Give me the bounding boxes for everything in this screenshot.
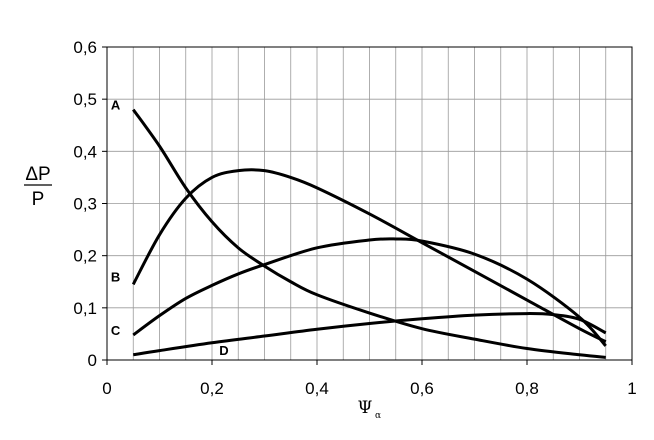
y-tick-label: 0,4 — [73, 142, 97, 161]
x-tick-label: 0,4 — [305, 379, 329, 398]
x-axis-label-subscript: α — [375, 411, 381, 421]
y-tick-label: 0,6 — [73, 38, 97, 57]
x-tick-label: 0,6 — [410, 379, 434, 398]
series-lines — [131, 108, 607, 359]
x-tick-label: 0,8 — [515, 379, 539, 398]
x-tick-label: 1 — [627, 379, 636, 398]
series-label-b: B — [111, 269, 120, 284]
y-tick-label: 0,5 — [73, 90, 97, 109]
grid — [107, 47, 632, 360]
y-tick-label: 0,3 — [73, 195, 97, 214]
series-line-b — [131, 168, 607, 344]
axis-ticks: 0 0,1 0,2 0,3 0,4 0,5 0,6 0 0,2 0,4 0,6 0,8 1 — [73, 38, 636, 398]
x-tick-label: 0 — [102, 379, 111, 398]
series-line-c — [132, 237, 607, 347]
y-axis-label: ΔP P — [24, 164, 52, 210]
y-tick-label: 0,2 — [73, 247, 97, 266]
x-axis-label-symbol: Ψ — [358, 398, 373, 418]
series-label-a: A — [111, 98, 121, 113]
y-tick-label: 0 — [88, 351, 97, 370]
series-labels: A B C D — [111, 98, 229, 358]
y-axis-label-denominator: P — [32, 189, 45, 210]
x-tick-label: 0,2 — [200, 379, 224, 398]
series-label-c: C — [111, 323, 121, 338]
series-line-a — [132, 108, 606, 359]
y-tick-label: 0,1 — [73, 299, 97, 318]
series-label-d: D — [219, 343, 228, 358]
x-axis-label: Ψ α — [358, 398, 382, 421]
series-line-d — [133, 312, 607, 357]
y-axis-label-numerator: ΔP — [25, 164, 50, 185]
